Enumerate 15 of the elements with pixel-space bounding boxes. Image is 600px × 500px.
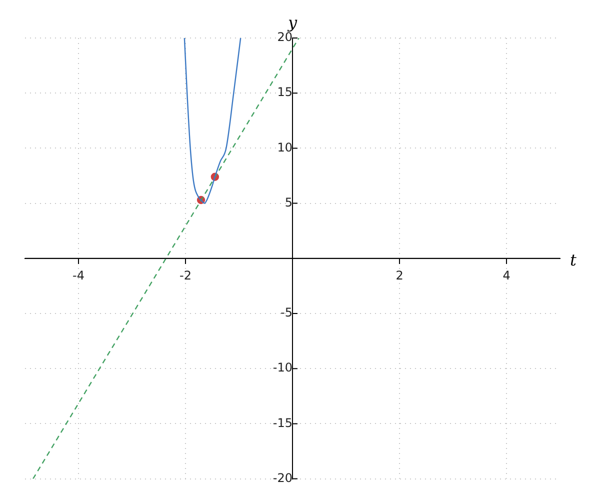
x-tick-label: 4 bbox=[502, 268, 510, 283]
y-tick-label: 5 bbox=[284, 195, 292, 210]
y-tick-label: -15 bbox=[272, 416, 292, 430]
y-tick-label: 20 bbox=[277, 30, 292, 44]
y-tick-label: -5 bbox=[280, 306, 292, 320]
y-axis-title: y bbox=[286, 13, 298, 32]
y-tick-label: -20 bbox=[272, 470, 292, 485]
y-tick-label: 15 bbox=[277, 85, 292, 100]
line-series bbox=[184, 38, 242, 204]
x-tick-label: -4 bbox=[72, 268, 84, 283]
x-tick-label: 2 bbox=[396, 268, 404, 283]
y-tick-label: -10 bbox=[272, 360, 292, 375]
y-tick-label: 10 bbox=[277, 140, 292, 154]
x-axis-title: t bbox=[570, 250, 577, 270]
x-tick-label: -2 bbox=[180, 268, 192, 283]
